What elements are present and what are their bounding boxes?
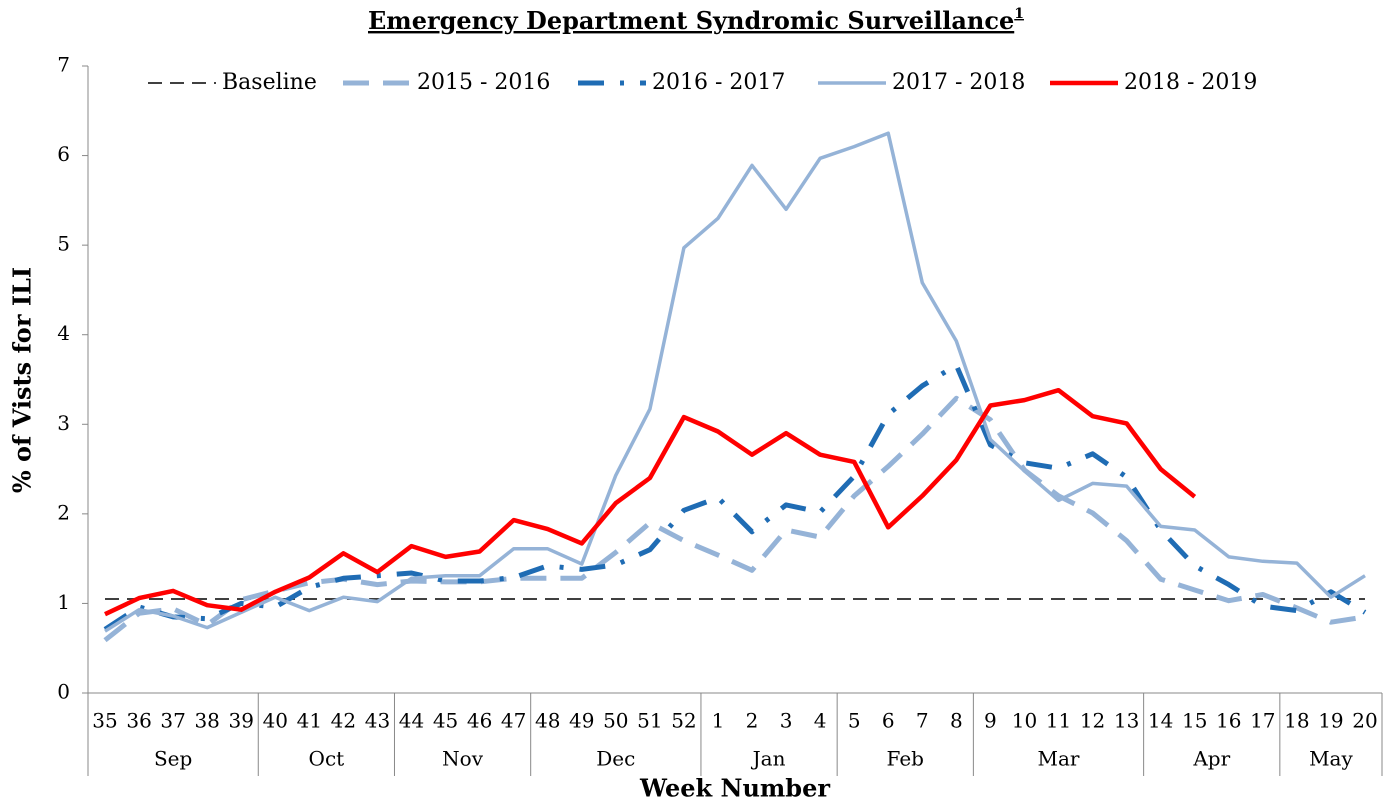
legend-label: Baseline [222,70,317,95]
x-tick-label: 36 [126,709,151,733]
x-group-label: Sep [154,747,192,771]
x-tick-label: 47 [501,709,526,733]
chart-title: Emergency Department Syndromic Surveilla… [368,6,1024,35]
y-tick-label: 0 [57,680,70,704]
x-group-label: Mar [1038,747,1080,771]
x-tick-label: 51 [637,709,662,733]
title-superscript: 1 [1014,6,1024,22]
y-tick-label: 7 [57,53,70,77]
x-tick-label: 42 [331,709,356,733]
x-group-label: Jan [751,747,786,771]
x-tick-label: 3 [780,709,793,733]
x-tick-label: 52 [671,709,696,733]
legend-label: 2017 - 2018 [892,70,1025,95]
x-tick-label: 6 [882,709,895,733]
series-line [104,131,1366,633]
series-line [103,362,1367,632]
y-tick-label: 1 [57,590,70,614]
legend-label: 2015 - 2016 [417,70,550,95]
x-tick-label: 14 [1148,709,1173,733]
x-tick-label: 43 [365,709,390,733]
x-group-label: Dec [596,747,635,771]
x-tick-label: 7 [916,709,929,733]
x-tick-label: 4 [814,709,827,733]
x-tick-label: 8 [950,709,963,733]
x-tick-label: 1 [712,709,725,733]
x-tick-label: 10 [1012,709,1037,733]
y-tick-label: 6 [57,142,70,166]
x-tick-label: 50 [603,709,628,733]
x-tick-label: 15 [1182,709,1207,733]
x-tick-label: 46 [467,709,492,733]
x-group-label: May [1309,747,1353,771]
x-tick-label: 5 [848,709,861,733]
legend-label: 2016 - 2017 [652,70,785,95]
x-tick-label: 44 [399,709,424,733]
series-line [104,387,1197,617]
x-tick-label: 35 [92,709,117,733]
x-tick-label: 17 [1250,709,1275,733]
x-group-label: Apr [1192,747,1230,771]
x-tick-label: 16 [1216,709,1241,733]
x-tick-label: 19 [1318,709,1343,733]
y-tick-label: 3 [57,411,70,435]
x-tick-label: 20 [1352,709,1377,733]
y-tick-label: 5 [57,232,70,256]
x-tick-label: 13 [1114,709,1139,733]
y-tick-label: 4 [57,321,70,345]
y-tick-label: 2 [57,500,70,524]
title-text: Emergency Department Syndromic Surveilla… [368,6,1014,35]
x-tick-label: 40 [263,709,288,733]
x-tick-label: 11 [1046,709,1071,733]
x-tick-label: 48 [535,709,560,733]
x-group-label: Oct [309,747,345,771]
x-tick-label: 41 [297,709,322,733]
x-tick-label: 45 [433,709,458,733]
y-axis-title: % of Vists for ILI [8,267,37,493]
x-tick-label: 18 [1284,709,1309,733]
x-axis-title: Week Number [639,774,830,803]
x-group-label: Nov [442,747,484,771]
x-tick-label: 37 [160,709,185,733]
series-line [103,395,1366,643]
x-tick-label: 49 [569,709,594,733]
x-tick-label: 39 [229,709,254,733]
x-tick-label: 12 [1080,709,1105,733]
legend-label: 2018 - 2019 [1124,70,1257,95]
x-tick-label: 2 [746,709,759,733]
x-group-label: Feb [887,747,924,771]
x-tick-label: 38 [194,709,219,733]
x-tick-label: 9 [984,709,997,733]
